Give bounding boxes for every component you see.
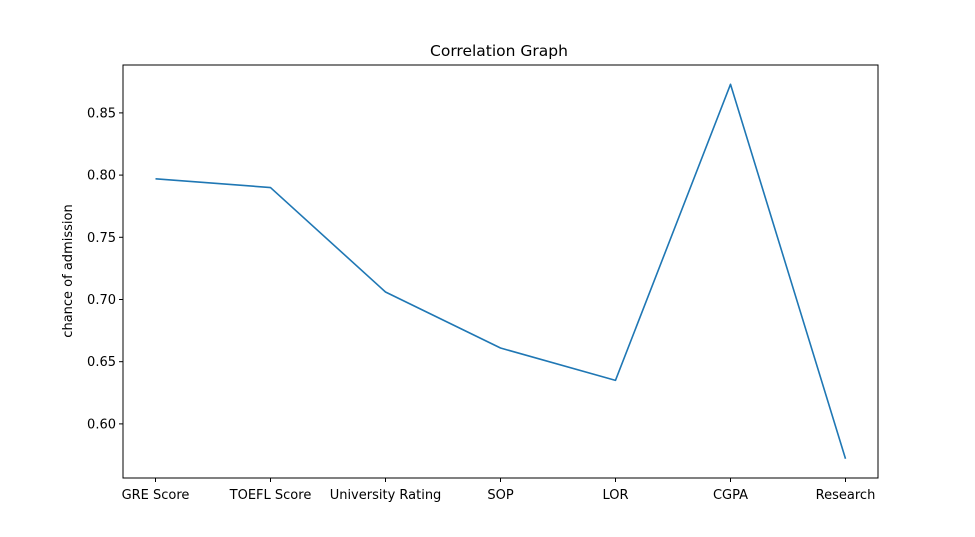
series-line xyxy=(155,83,847,459)
x-tick-label: University Rating xyxy=(330,488,442,503)
x-tick-label: GRE Score xyxy=(122,488,190,503)
x-axis: GRE Score TOEFL Score University Rating SOP… xyxy=(122,478,876,503)
y-axis: 0.60 0.65 0.70 0.75 0.80 0.85 xyxy=(87,106,123,432)
y-tick-label: 0.60 xyxy=(87,417,116,432)
chart-title: Correlation Graph xyxy=(430,42,568,60)
y-tick-label: 0.65 xyxy=(87,355,116,370)
y-axis-label: chance of admission xyxy=(61,204,76,337)
plot-frame xyxy=(122,64,879,479)
x-tick-label: SOP xyxy=(487,488,513,503)
x-tick-label: Research xyxy=(816,488,876,503)
y-tick-label: 0.75 xyxy=(87,231,116,246)
x-tick-label: TOEFL Score xyxy=(229,488,312,503)
series-layer xyxy=(155,83,847,459)
y-tick-label: 0.80 xyxy=(87,169,116,184)
y-tick-label: 0.70 xyxy=(87,293,116,308)
x-tick-label: CGPA xyxy=(713,488,748,503)
y-tick-label: 0.85 xyxy=(87,106,116,121)
x-tick-label: LOR xyxy=(602,488,628,503)
